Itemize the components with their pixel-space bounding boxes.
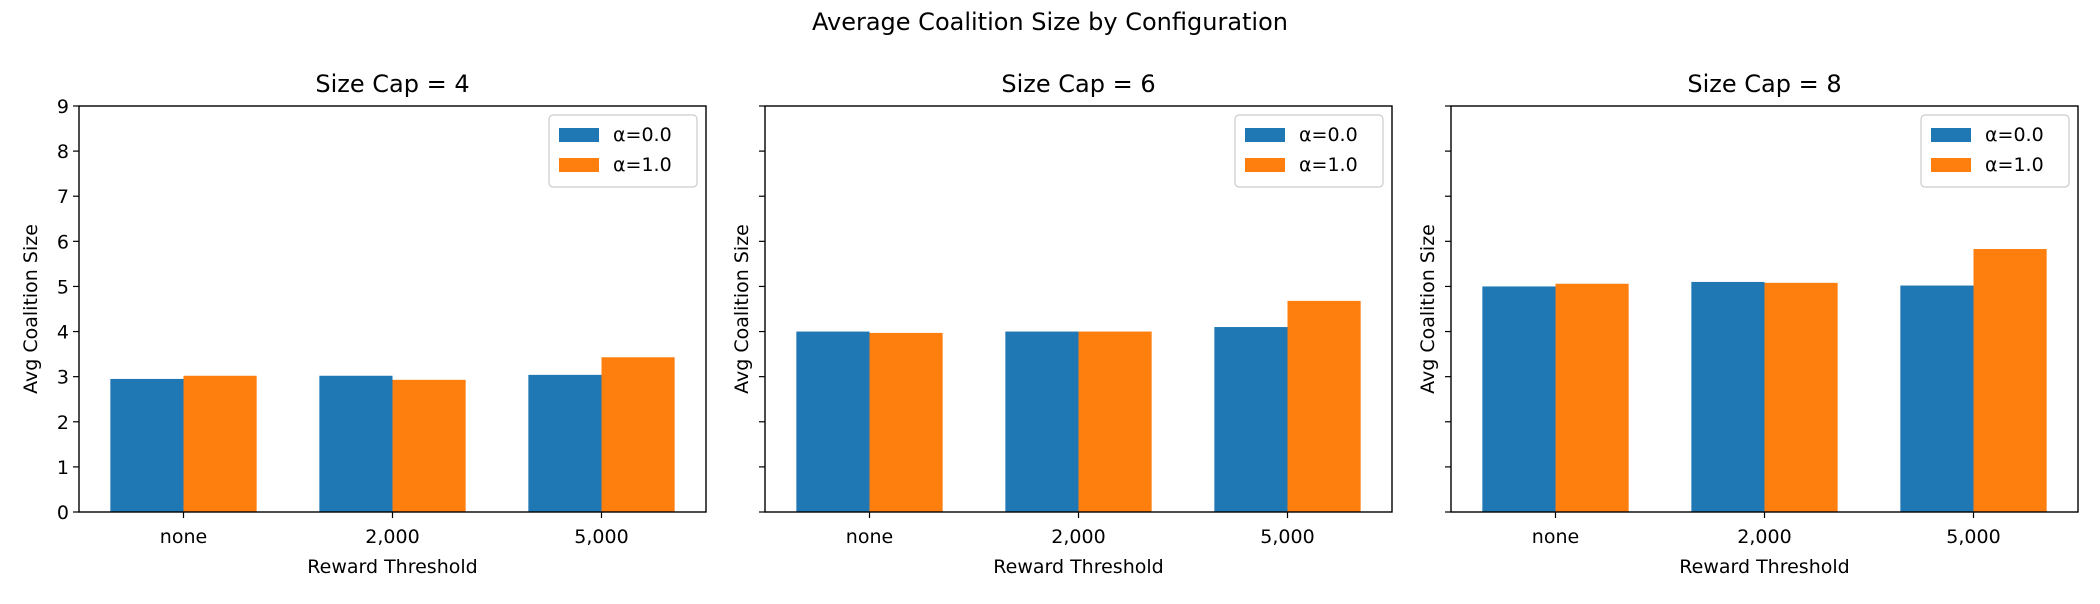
x-axis-label: Reward Threshold [307, 556, 477, 578]
x-axis-label: Reward Threshold [1679, 556, 1849, 578]
y-tick-label: 2 [57, 412, 69, 434]
legend: α=0.0 α=1.0 [548, 114, 698, 188]
legend-label: α=1.0 [1299, 154, 1358, 176]
y-tick-label: 7 [57, 186, 69, 208]
bar-none-series-1 [110, 378, 184, 512]
y-axis-label: Avg Coalition Size [1417, 224, 1439, 394]
legend-label: α=1.0 [613, 154, 672, 176]
x-tick-label: 5,000 [1260, 526, 1314, 548]
legend-swatch [1245, 128, 1285, 142]
panel-title: Size Cap = 8 [1687, 70, 1841, 98]
y-tick-label: 9 [57, 96, 69, 118]
x-tick-label: none [846, 526, 893, 548]
legend: α=0.0 α=1.0 [1920, 114, 2070, 188]
x-tick-label: none [1532, 526, 1579, 548]
legend-label: α=1.0 [1985, 154, 2044, 176]
legend-swatch [1931, 128, 1971, 142]
x-tick-label: 2,000 [1737, 526, 1791, 548]
x-tick-label: none [160, 526, 207, 548]
x-axis-label: Reward Threshold [993, 556, 1163, 578]
y-axis-label: Avg Coalition Size [20, 224, 42, 394]
legend: α=0.0 α=1.0 [1234, 114, 1384, 188]
y-tick-label: 6 [57, 231, 69, 253]
y-tick-label: 0 [57, 502, 69, 524]
chart-panel-3: Size Cap = 8 none 2,000 5,000 Reward Thresho… [1417, 70, 2079, 578]
y-tick-label: 8 [57, 141, 69, 163]
y-tick-label: 1 [57, 457, 69, 479]
legend-label: α=0.0 [613, 124, 672, 146]
bar-2000-series-1 [1005, 331, 1079, 512]
bar-none-series-1 [796, 331, 870, 512]
bar-5000-series-2 [601, 357, 675, 512]
bar-none-series-2 [183, 375, 257, 512]
x-tick-label: 2,000 [1051, 526, 1105, 548]
bar-5000-series-2 [1287, 300, 1361, 512]
y-axis-label: Avg Coalition Size [731, 224, 753, 394]
bar-none-series-2 [1555, 283, 1629, 512]
legend-label: α=0.0 [1985, 124, 2044, 146]
x-tick-label: 2,000 [365, 526, 419, 548]
legend-swatch [1931, 158, 1971, 172]
legend-label: α=0.0 [1299, 124, 1358, 146]
panel-title: Size Cap = 4 [315, 70, 469, 98]
y-tick-label: 4 [57, 322, 69, 344]
x-tick-label: 5,000 [574, 526, 628, 548]
y-tick-label: 3 [57, 367, 69, 389]
legend-swatch [559, 128, 599, 142]
panel-title: Size Cap = 6 [1001, 70, 1155, 98]
figure-title: Average Coalition Size by Configuration [812, 8, 1288, 36]
bar-5000-series-2 [1973, 249, 2047, 512]
bar-5000-series-1 [528, 374, 602, 512]
bar-2000-series-1 [1691, 281, 1765, 512]
legend-swatch [559, 158, 599, 172]
bar-5000-series-1 [1214, 327, 1288, 512]
chart-panels: Size Cap = 4 0 1 2 3 4 5 6 7 8 9 none 2,000 5,000 Rewa… [20, 70, 2079, 578]
legend-swatch [1245, 158, 1285, 172]
bar-2000-series-1 [319, 375, 393, 512]
y-tick-label: 5 [57, 276, 69, 298]
x-tick-label: 5,000 [1946, 526, 2000, 548]
bar-2000-series-2 [1078, 331, 1152, 512]
bar-2000-series-2 [392, 379, 466, 512]
chart-panel-1: Size Cap = 4 0 1 2 3 4 5 6 7 8 9 none 2,000 5,000 Rewa… [20, 70, 707, 578]
bar-5000-series-1 [1900, 285, 1974, 512]
bar-2000-series-2 [1764, 282, 1838, 512]
chart-panel-2: Size Cap = 6 none 2,000 5,000 Reward Thresho… [731, 70, 1393, 578]
bar-none-series-2 [869, 332, 943, 512]
bar-none-series-1 [1482, 286, 1556, 512]
